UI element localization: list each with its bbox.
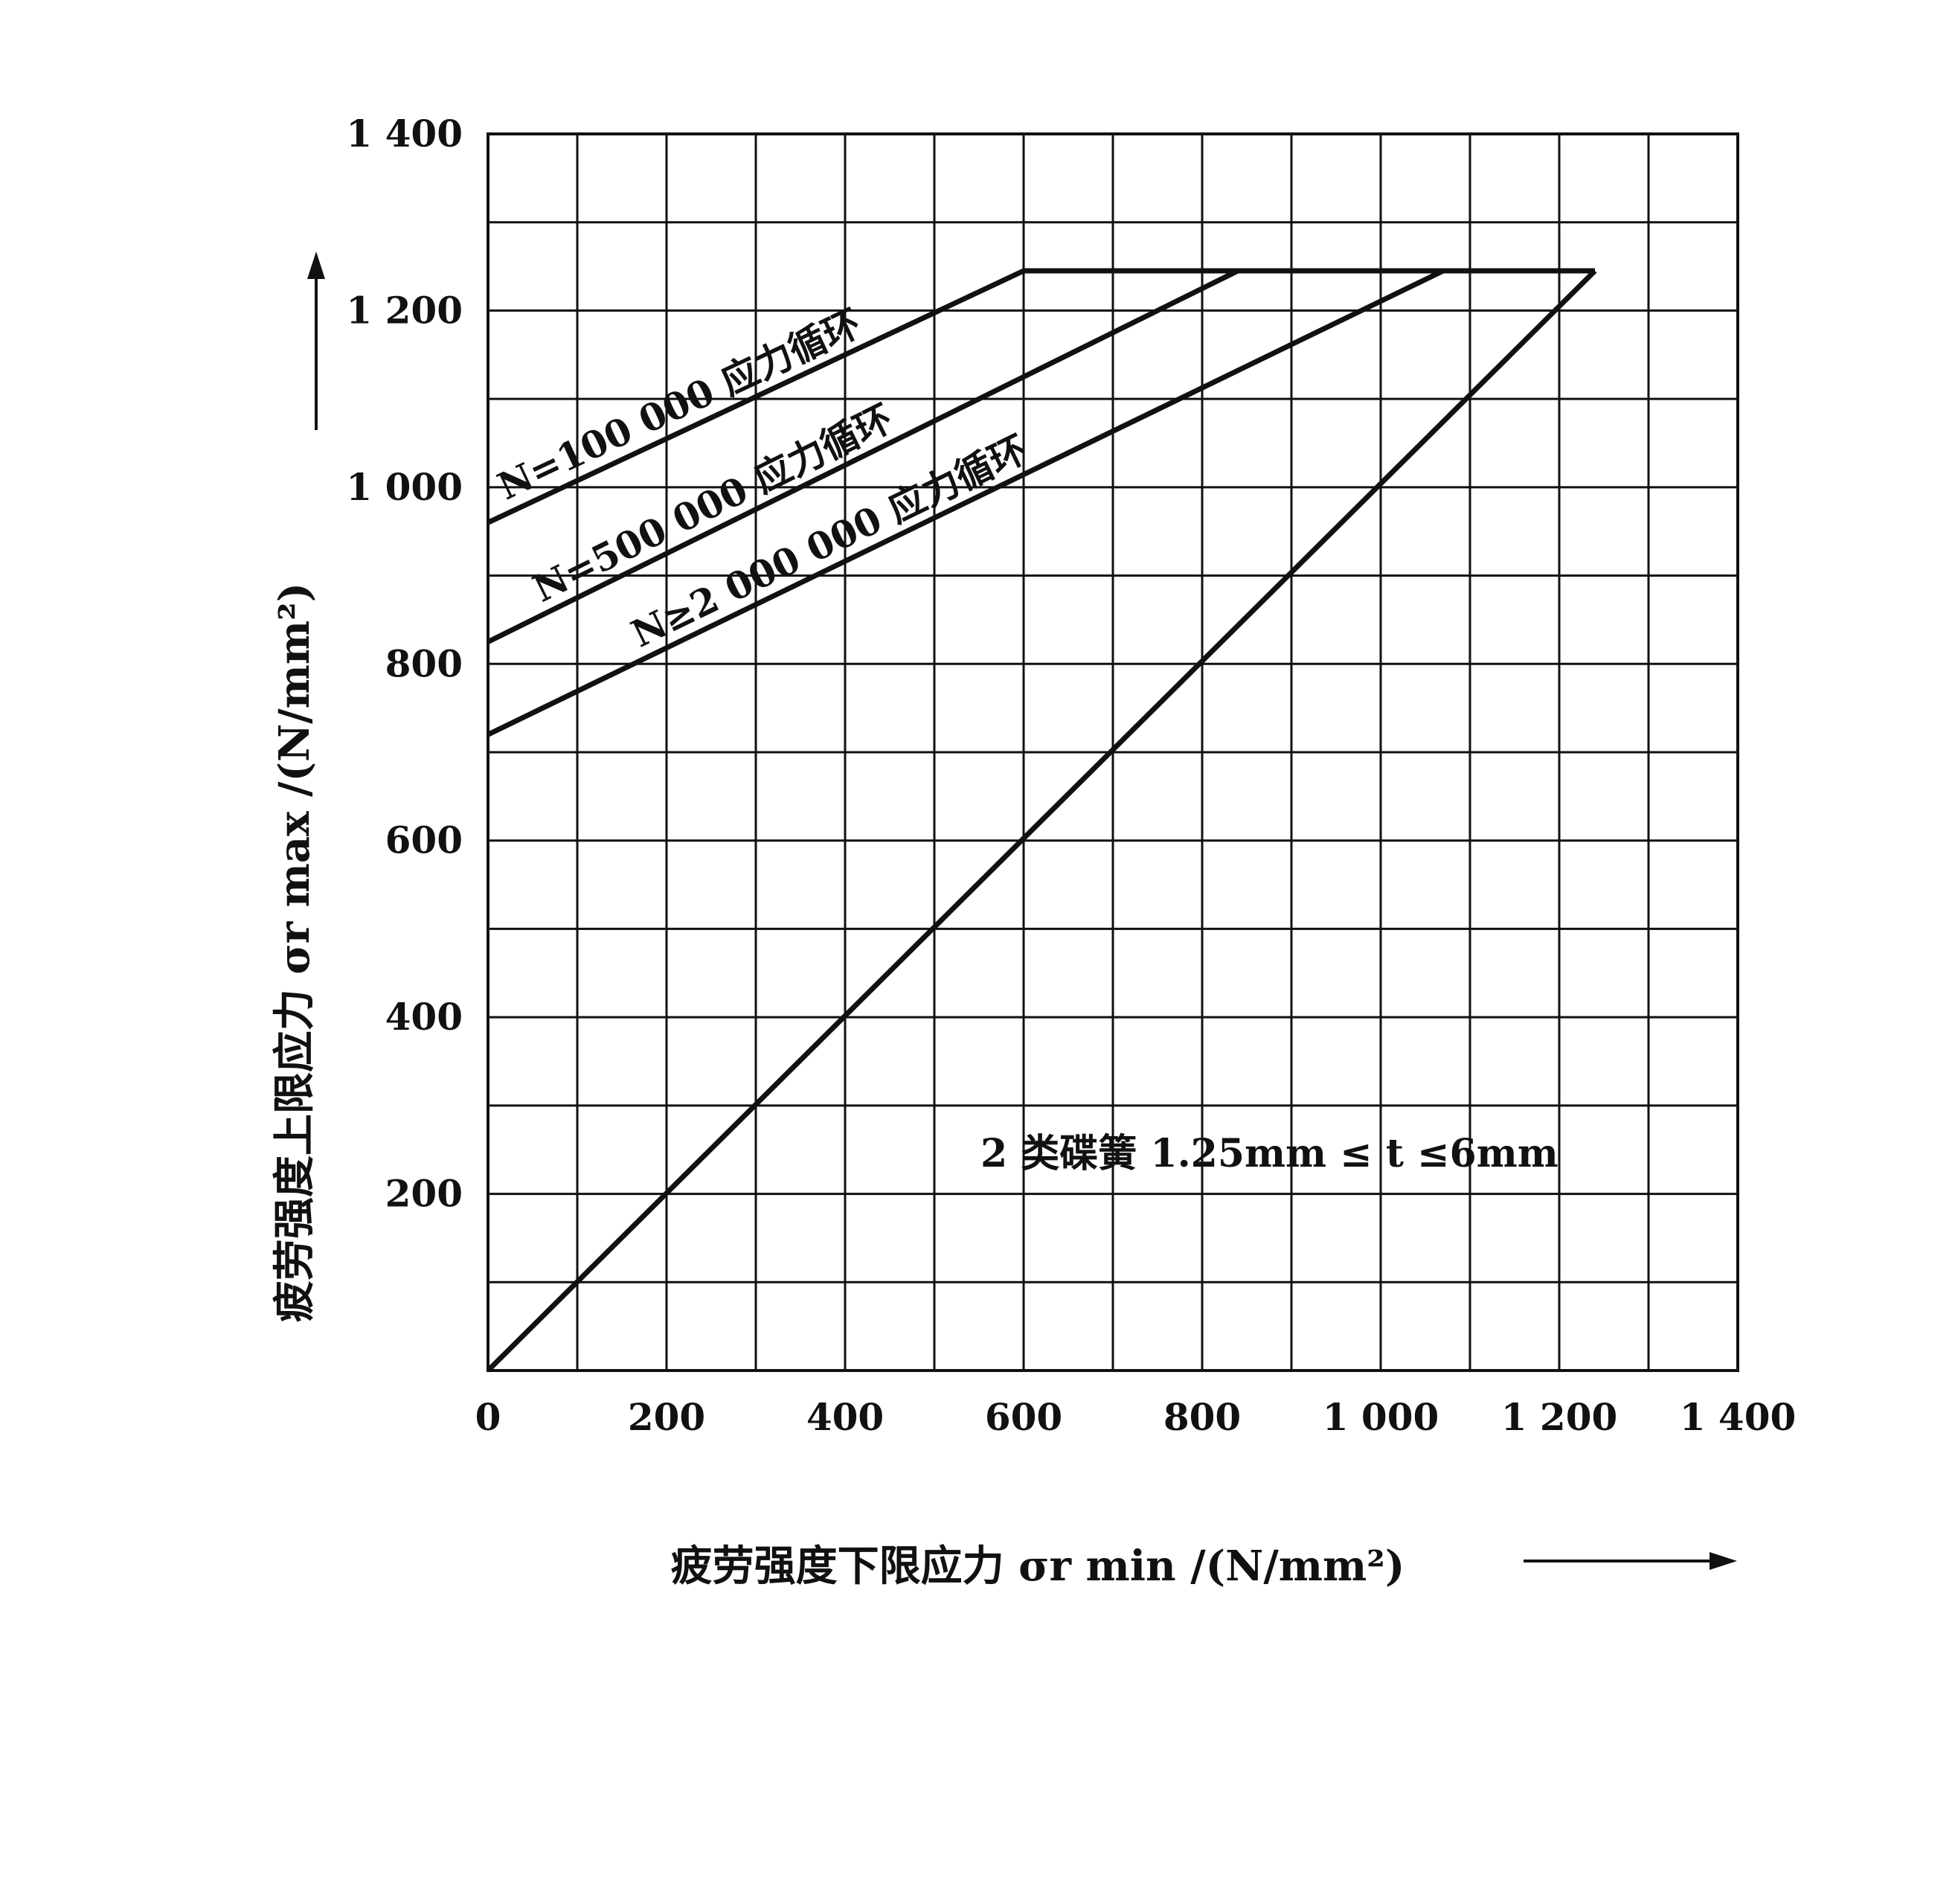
x-tick-label: 0 (475, 1395, 501, 1439)
y-tick-label: 1 400 (346, 112, 463, 156)
chart-series-lines (486, 268, 1597, 1373)
x-tick-label: 1 000 (1323, 1395, 1439, 1439)
series-line-2 (487, 268, 1445, 737)
chart-grid (487, 132, 1739, 1372)
y-tick-label: 200 (385, 1172, 463, 1216)
series-line-0 (487, 268, 1595, 525)
chart-annotation: 2 类碟簧 1.25mm ≤ t ≤6mm (980, 1131, 1558, 1176)
series-line-1 (487, 268, 1239, 644)
x-tick-label: 800 (1163, 1395, 1241, 1439)
x-tick-labels: 0 200 400 600 800 1 000 1 200 1 400 (475, 1395, 1797, 1439)
x-axis-title: 疲劳强度下限应力 σr min /(N/mm²) (671, 1542, 1405, 1591)
y-tick-label: 400 (385, 995, 463, 1039)
y-tick-labels: 200 400 600 800 1 000 1 200 1 400 (346, 112, 463, 1216)
y-axis-title: 疲劳强度上限应力 σr max /(N/mm²) (270, 583, 319, 1322)
y-tick-label: 1 000 (346, 465, 463, 509)
y-tick-label: 600 (385, 818, 463, 862)
y-axis-arrow (307, 251, 325, 430)
x-axis-arrow (1524, 1552, 1737, 1570)
x-tick-label: 400 (806, 1395, 884, 1439)
x-tick-label: 600 (985, 1395, 1062, 1439)
x-tick-label: 1 200 (1501, 1395, 1618, 1439)
y-tick-label: 1 200 (346, 288, 463, 332)
y-tick-label: 800 (385, 641, 463, 685)
series-line-3 (486, 269, 1597, 1373)
x-tick-label: 1 400 (1680, 1395, 1797, 1439)
x-tick-label: 200 (628, 1395, 705, 1439)
plot-frame (487, 132, 1739, 1372)
